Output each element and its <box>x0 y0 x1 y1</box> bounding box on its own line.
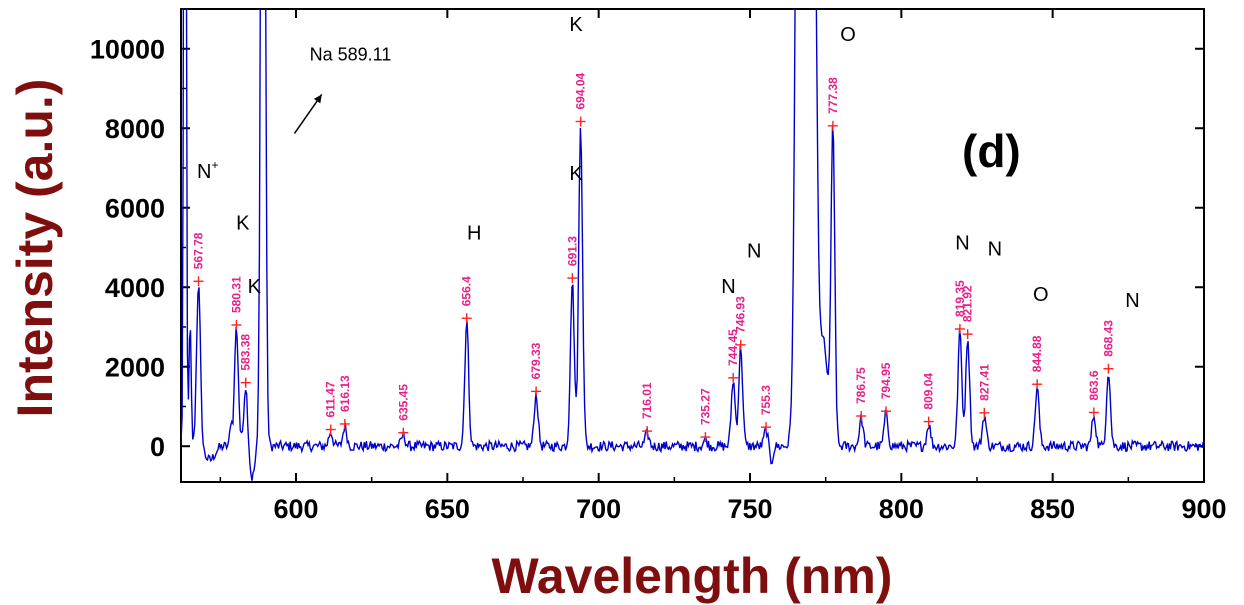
element-annotation: N <box>747 240 761 262</box>
y-tick-label: 10000 <box>90 35 165 65</box>
peak-label: 827.41 <box>977 364 991 401</box>
peak-label: 583.38 <box>239 334 253 371</box>
peak-label: 616.13 <box>338 375 352 412</box>
y-tick-label: 4000 <box>105 273 165 303</box>
peak-label: 809.04 <box>922 373 936 410</box>
peak-label: 679.33 <box>529 342 543 379</box>
peak-label: 694.04 <box>574 72 588 109</box>
peak-label: 635.45 <box>396 384 410 421</box>
peak-label: 786.75 <box>854 367 868 404</box>
x-tick-label: 800 <box>879 494 924 524</box>
y-tick-label: 8000 <box>105 114 165 144</box>
peak-label: 611.47 <box>324 381 338 417</box>
element-annotation: N <box>988 238 1002 260</box>
element-annotation: N <box>955 232 969 254</box>
axes: 600 650 700 750 800 850 900 0 2000 4000 6000 8000 10… <box>90 8 1227 524</box>
x-tick-label: 600 <box>273 494 318 524</box>
element-annotation: N <box>1125 290 1139 312</box>
peak-label: 755.3 <box>759 385 773 415</box>
peak-label: 777.38 <box>826 77 840 114</box>
peak-labels: 567.78 580.31 583.38 611.47 616.13 635.45 656.… <box>191 72 1115 425</box>
y-axis-title: Intensity (a.u.) <box>7 79 63 418</box>
x-tick-label: 700 <box>576 494 621 524</box>
y-tick-label: 6000 <box>105 194 165 224</box>
element-annotation: N <box>721 276 735 298</box>
peak-label: 744.45 <box>726 329 740 366</box>
na-arrow-head <box>313 94 322 104</box>
x-tick-label: 850 <box>1030 494 1075 524</box>
element-annotation: K <box>236 213 250 235</box>
y-tick-label: 2000 <box>105 353 165 383</box>
peak-label: 819.35 <box>953 280 967 317</box>
peak-label: 794.95 <box>879 362 893 399</box>
spectrum-trace <box>181 9 1204 481</box>
peak-label: 567.78 <box>191 232 205 269</box>
element-annotation: K <box>569 163 583 185</box>
element-annotation: O <box>1033 284 1049 306</box>
peak-label: 735.27 <box>698 388 712 425</box>
x-tick-label: 900 <box>1181 494 1226 524</box>
peak-label: 821.92 <box>961 285 975 322</box>
x-tick-label: 650 <box>425 494 470 524</box>
x-axis-title: Wavelength (nm) <box>492 548 893 604</box>
element-annotation-superscript: + <box>211 158 218 172</box>
panel-label: (d) <box>962 125 1021 177</box>
na-annotation-text: Na 589.11 <box>310 45 392 65</box>
peak-label: 844.88 <box>1030 335 1044 372</box>
peak-markers <box>193 116 1114 443</box>
y-tick-label: 0 <box>150 432 165 462</box>
peak-label: 691.3 <box>565 236 579 266</box>
element-annotation: N+ <box>197 158 218 183</box>
peak-label: 716.01 <box>640 382 654 419</box>
peak-label: 746.93 <box>734 296 748 333</box>
element-annotation: H <box>467 223 481 245</box>
element-annotation: O <box>840 24 856 46</box>
peak-label: 580.31 <box>229 276 243 313</box>
element-annotation: K <box>248 276 262 298</box>
element-annotation: K <box>569 14 583 36</box>
plot-frame <box>180 8 1205 483</box>
peak-label: 868.43 <box>1101 320 1115 357</box>
peak-label: 656.4 <box>460 276 474 306</box>
peak-label: 863.6 <box>1087 370 1101 400</box>
spectrum-line <box>181 9 1204 481</box>
x-tick-label: 750 <box>727 494 772 524</box>
